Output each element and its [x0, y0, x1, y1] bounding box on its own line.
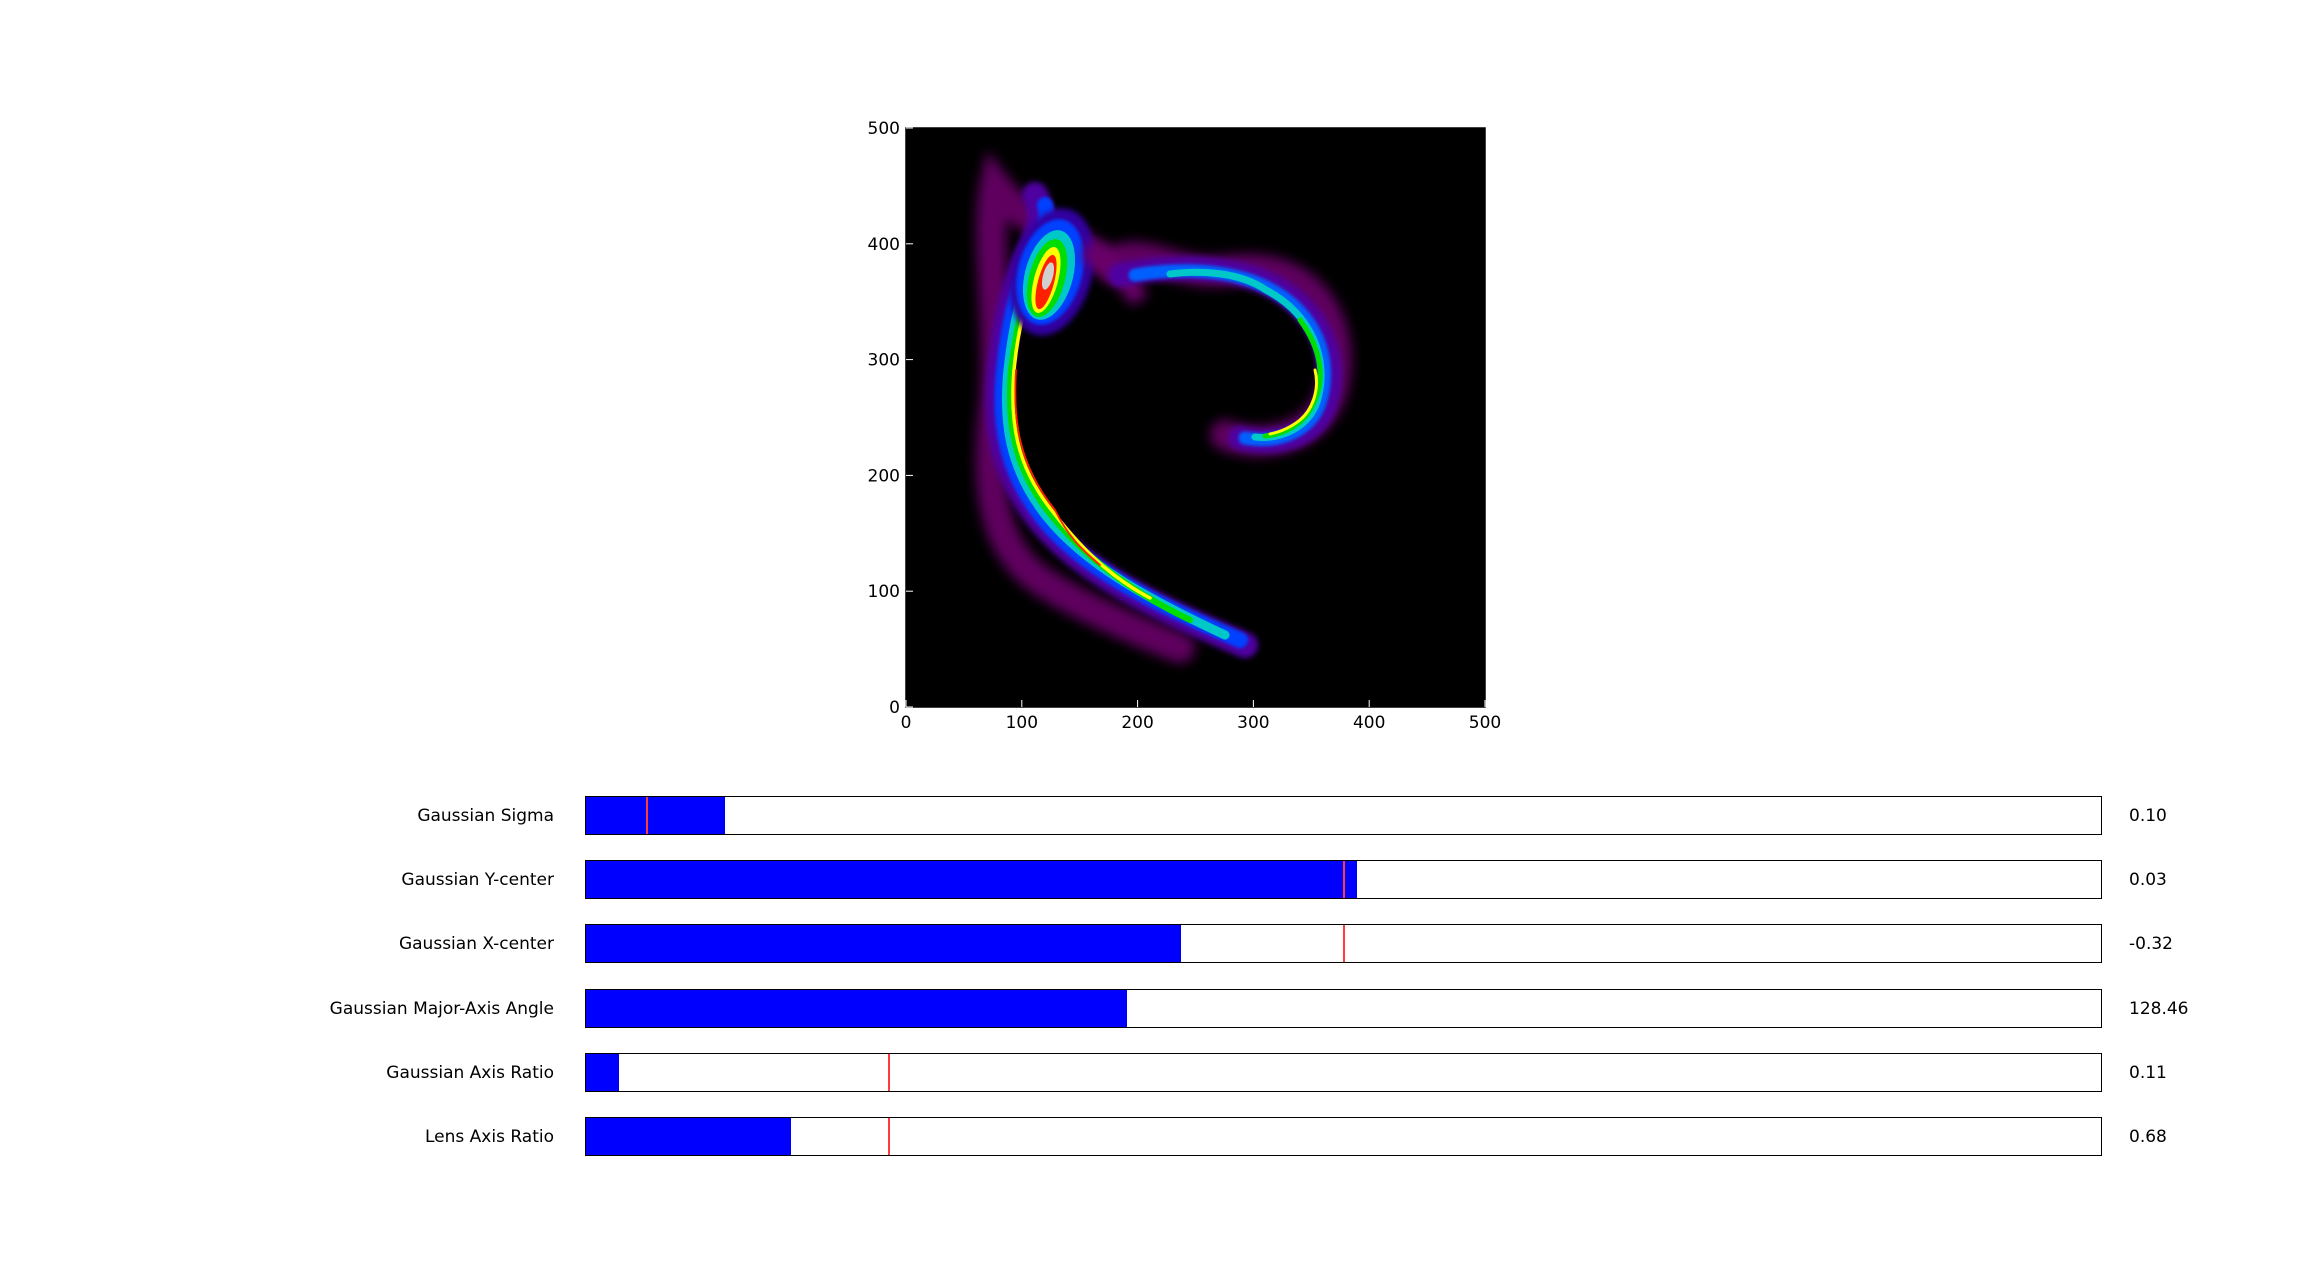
slider-label: Gaussian Major-Axis Angle	[329, 998, 554, 1019]
slider-row: Gaussian Major-Axis Angle 128.46	[0, 988, 2318, 1029]
slider-value: 0.11	[2129, 1062, 2167, 1083]
y-axis: 0 100 200 300 400 500	[868, 119, 913, 718]
slider-initial-marker	[888, 1053, 890, 1091]
slider-track[interactable]	[585, 924, 2102, 964]
x-tick-label: 0	[901, 713, 912, 733]
slider-row: Gaussian Axis Ratio 0.11	[0, 1052, 2318, 1093]
lensed-arc-image	[975, 150, 1352, 663]
slider-fill[interactable]	[586, 925, 1182, 963]
x-tick-label: 400	[1353, 713, 1385, 733]
slider-fill[interactable]	[586, 861, 1358, 899]
slider-label: Gaussian Sigma	[417, 806, 554, 826]
slider-fill[interactable]	[586, 1118, 791, 1155]
slider-initial-marker	[1342, 861, 1345, 899]
slider-label: Gaussian Y-center	[401, 870, 554, 891]
slider-track[interactable]	[585, 1052, 2102, 1092]
y-tick-label: 100	[868, 582, 900, 602]
y-tick-label: 200	[868, 466, 900, 486]
x-tick-label: 500	[1469, 713, 1501, 733]
x-tick-label: 100	[1006, 713, 1038, 733]
slider-value: 0.68	[2129, 1127, 2167, 1147]
slider-fill[interactable]	[586, 797, 726, 834]
y-tick-label: 0	[889, 698, 900, 718]
slider-label: Gaussian X-center	[398, 934, 554, 955]
slider-track[interactable]	[585, 1117, 2102, 1156]
slider-track[interactable]	[585, 860, 2102, 900]
slider-value: 0.10	[2129, 806, 2167, 826]
slider-track[interactable]	[585, 796, 2102, 835]
x-axis: 0 100 200 300 400 500	[901, 700, 1501, 733]
slider-value: -0.32	[2129, 934, 2173, 955]
slider-row: Lens Axis Ratio 0.68	[0, 1117, 2318, 1157]
slider-fill[interactable]	[586, 989, 1127, 1027]
slider-fill[interactable]	[586, 1053, 620, 1091]
slider-value: 0.03	[2129, 870, 2167, 891]
plot-svg: 0 100 200 300 400 500 0 100 200 300 400 500	[868, 119, 1502, 733]
slider-label: Lens Axis Ratio	[425, 1127, 554, 1147]
lensing-plot: 0 100 200 300 400 500 0 100 200 300 400 500	[868, 119, 1502, 733]
x-tick-label: 300	[1237, 713, 1269, 733]
slider-initial-marker	[1342, 925, 1345, 963]
y-tick-label: 300	[868, 351, 900, 371]
slider-row: Gaussian Sigma 0.10	[0, 796, 2318, 836]
y-tick-label: 400	[868, 235, 900, 255]
slider-value: 128.46	[2129, 998, 2189, 1019]
slider-row: Gaussian X-center -0.32	[0, 924, 2318, 964]
slider-track[interactable]	[585, 988, 2102, 1028]
y-tick-label: 500	[868, 119, 900, 139]
slider-initial-marker	[645, 797, 648, 834]
slider-label: Gaussian Axis Ratio	[386, 1062, 554, 1083]
x-tick-label: 200	[1121, 713, 1153, 733]
slider-row: Gaussian Y-center 0.03	[0, 860, 2318, 900]
slider-initial-marker	[888, 1118, 890, 1155]
